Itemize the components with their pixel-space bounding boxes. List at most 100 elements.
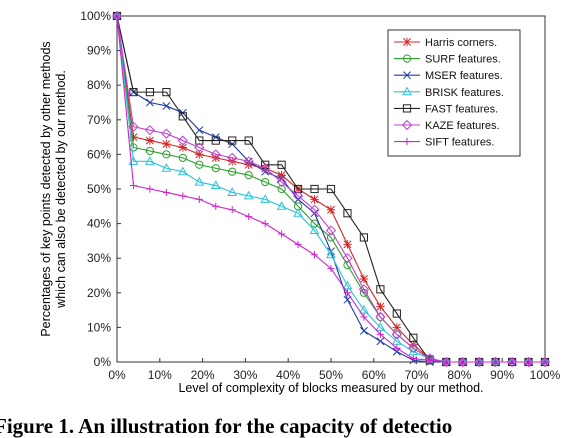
data-point-sift-features <box>310 251 319 259</box>
data-point-surf-features <box>244 171 253 180</box>
data-point-mser-features <box>376 337 385 346</box>
data-point-sift-features <box>129 181 138 190</box>
data-point-sift-features <box>524 358 533 366</box>
legend-label-brisk-features: BRISK features. <box>425 87 504 99</box>
legend-marker-harris-corners <box>402 37 412 47</box>
data-point-sift-features <box>228 206 236 214</box>
y-axis-label-line-2: which can also be detected by our method… <box>54 70 68 309</box>
data-point-harris-corners <box>145 136 155 145</box>
legend-marker-brisk-features <box>402 86 412 96</box>
data-point-sift-features <box>195 195 203 203</box>
x-tick-label: 30% <box>233 368 257 382</box>
y-tick-label: 10% <box>87 320 111 334</box>
legend-label-sift-features: SIFT features. <box>425 137 495 149</box>
data-point-sift-features <box>541 358 549 366</box>
data-point-brisk-features <box>243 190 254 200</box>
data-point-brisk-features <box>359 304 369 314</box>
data-point-kaze-features <box>441 356 452 368</box>
data-point-harris-corners <box>326 205 336 214</box>
x-tick-label: 80% <box>447 368 471 382</box>
data-point-surf-features <box>195 160 204 169</box>
data-point-brisk-features <box>293 207 303 217</box>
data-point-harris-corners <box>162 139 171 149</box>
data-point-kaze-features <box>358 284 370 295</box>
data-point-surf-features <box>178 153 187 162</box>
data-point-sift-features <box>278 230 286 238</box>
data-point-sift-features <box>261 220 269 228</box>
y-tick-label: 70% <box>87 113 111 127</box>
data-point-surf-features <box>277 184 286 194</box>
data-point-sift-features <box>409 354 417 363</box>
x-tick-label: 50% <box>319 368 343 382</box>
series-sift-features <box>113 12 549 366</box>
y-tick-label: 50% <box>87 182 111 196</box>
data-point-kaze-features <box>128 121 139 132</box>
data-point-kaze-features <box>227 152 238 163</box>
data-point-brisk-features <box>309 225 320 235</box>
data-point-mser-features <box>261 167 270 176</box>
y-tick-label: 90% <box>87 44 111 58</box>
data-point-kaze-features <box>161 128 172 139</box>
data-point-fast-features <box>376 285 385 294</box>
data-point-fast-features <box>195 136 204 145</box>
legend-marker-fast-features <box>402 104 412 113</box>
legend-label-kaze-features: KAZE features. <box>425 120 500 132</box>
data-point-kaze-features <box>342 253 353 264</box>
data-point-sift-features <box>212 202 220 210</box>
data-point-surf-features <box>162 150 171 159</box>
data-point-kaze-features <box>194 142 205 153</box>
data-point-surf-features <box>211 164 220 173</box>
data-point-sift-features <box>459 358 467 366</box>
data-point-fast-features <box>359 233 369 242</box>
data-point-sift-features <box>294 240 302 248</box>
data-point-brisk-features <box>210 180 221 190</box>
legend-marker-sift-features <box>403 138 411 146</box>
data-point-fast-features <box>392 309 401 318</box>
data-point-harris-corners <box>195 150 204 159</box>
data-point-brisk-features <box>375 322 386 331</box>
data-point-harris-corners <box>376 302 385 311</box>
data-point-kaze-features <box>260 163 271 174</box>
data-point-kaze-features <box>375 311 386 323</box>
data-point-surf-features <box>145 146 155 156</box>
data-point-sift-features <box>360 313 368 321</box>
x-tick-label: 20% <box>191 368 215 382</box>
data-point-harris-corners <box>228 157 237 166</box>
x-tick-label: 40% <box>276 368 300 382</box>
legend-label-mser-features: MSER features. <box>425 70 503 82</box>
data-point-mser-features <box>162 102 171 110</box>
data-point-kaze-features <box>539 356 551 368</box>
x-axis-label: Level of complexity of blocks measured b… <box>178 381 483 395</box>
data-point-sift-features <box>508 358 516 366</box>
data-point-brisk-features <box>194 176 205 186</box>
data-point-brisk-features <box>177 166 188 176</box>
data-point-brisk-features <box>227 187 238 196</box>
data-point-mser-features <box>145 98 154 107</box>
data-point-fast-features <box>409 333 418 342</box>
y-tick-label: 20% <box>87 286 111 300</box>
data-point-kaze-features <box>391 329 402 340</box>
legend-marker-surf-features <box>402 54 412 63</box>
data-point-brisk-features <box>145 156 155 165</box>
y-tick-label: 40% <box>87 217 111 231</box>
x-tick-label: 90% <box>490 368 514 382</box>
data-point-kaze-features <box>325 225 337 236</box>
data-point-harris-corners <box>310 195 319 204</box>
data-point-mser-features <box>294 195 303 204</box>
data-point-fast-features <box>244 136 253 145</box>
data-point-fast-features <box>277 160 286 169</box>
data-point-kaze-features <box>506 356 518 368</box>
data-point-mser-features <box>310 209 319 218</box>
x-tick-label: 10% <box>148 368 172 382</box>
x-tick-label: 100% <box>530 368 561 382</box>
data-point-brisk-features <box>260 194 271 203</box>
line-chart: 0% 10% 20% 30% 40% 50% 60% 70% 80% 90% 100% 0% 10% 20… <box>39 9 561 395</box>
data-point-kaze-features <box>490 356 501 368</box>
data-point-surf-features <box>261 177 270 187</box>
figure-caption-text: Figure 1. An illustration for the capaci… <box>0 414 453 438</box>
data-point-harris-corners <box>392 323 402 332</box>
data-point-sift-features <box>179 192 187 200</box>
data-point-fast-features <box>211 136 220 145</box>
data-point-kaze-features <box>408 343 419 354</box>
x-tick-label: 0% <box>108 368 126 382</box>
